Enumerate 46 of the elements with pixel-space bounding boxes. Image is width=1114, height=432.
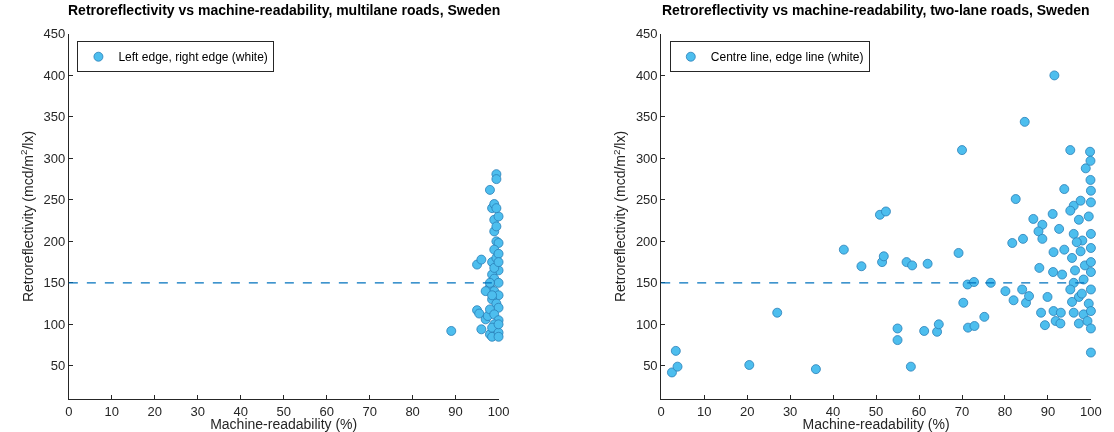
y-tick-label: 300 bbox=[635, 150, 658, 166]
y-tick-label: 450 bbox=[43, 26, 66, 42]
x-tick-label: 60 bbox=[911, 403, 927, 419]
y-tick-label: 350 bbox=[635, 109, 658, 125]
x-tick-label: 90 bbox=[448, 403, 463, 419]
y-tick-label: 50 bbox=[643, 358, 658, 374]
x-tick-label: 10 bbox=[696, 403, 712, 419]
x-tick-label: 100 bbox=[1080, 403, 1102, 419]
x-tick-label: 90 bbox=[1040, 403, 1056, 419]
y-tick-label: 250 bbox=[43, 192, 66, 208]
y-tick-label: 250 bbox=[635, 192, 658, 208]
chart-title: Retroreflectivity vs machine-readability, multilane roads, Sweden bbox=[68, 2, 501, 18]
x-axis-title: Machine-readability (%) bbox=[802, 416, 950, 432]
x-tick-label: 100 bbox=[487, 403, 510, 419]
x-tick-label: 40 bbox=[825, 403, 841, 419]
y-tick-label: 300 bbox=[43, 150, 66, 166]
x-tick-label: 50 bbox=[276, 403, 291, 419]
legend-label: Left edge, right edge (white) bbox=[118, 50, 268, 65]
x-tick-label: 80 bbox=[997, 403, 1013, 419]
y-tick-label: 100 bbox=[43, 316, 66, 332]
y-tick-label: 200 bbox=[635, 233, 658, 249]
y-tick-label: 400 bbox=[635, 67, 658, 83]
x-tick-label: 0 bbox=[657, 403, 665, 419]
y-tick-label: 450 bbox=[635, 26, 658, 42]
x-tick-label: 0 bbox=[65, 403, 73, 419]
x-tick-label: 30 bbox=[782, 403, 798, 419]
x-tick-label: 70 bbox=[954, 403, 970, 419]
y-tick-label: 400 bbox=[43, 67, 66, 83]
y-tick-label: 200 bbox=[43, 233, 66, 249]
y-tick-label: 50 bbox=[50, 358, 66, 374]
x-tick-label: 50 bbox=[868, 403, 884, 419]
y-tick-label: 150 bbox=[635, 275, 658, 291]
x-tick-label: 70 bbox=[362, 403, 377, 419]
x-tick-label: 10 bbox=[104, 403, 120, 419]
y-tick-label: 350 bbox=[43, 109, 66, 125]
x-tick-label: 20 bbox=[147, 403, 163, 419]
y-tick-label: 100 bbox=[635, 316, 658, 332]
x-tick-label: 30 bbox=[190, 403, 205, 419]
y-tick-label: 150 bbox=[43, 275, 66, 291]
x-axis-title: Machine-readability (%) bbox=[210, 416, 358, 432]
x-tick-label: 60 bbox=[319, 403, 334, 419]
legend-label: Centre line, edge line (white) bbox=[710, 50, 864, 65]
x-tick-label: 20 bbox=[739, 403, 755, 419]
chart-title: Retroreflectivity vs machine-readability, two-lane roads, Sweden bbox=[662, 2, 1090, 18]
x-tick-label: 80 bbox=[405, 403, 420, 419]
x-tick-label: 40 bbox=[233, 403, 248, 419]
